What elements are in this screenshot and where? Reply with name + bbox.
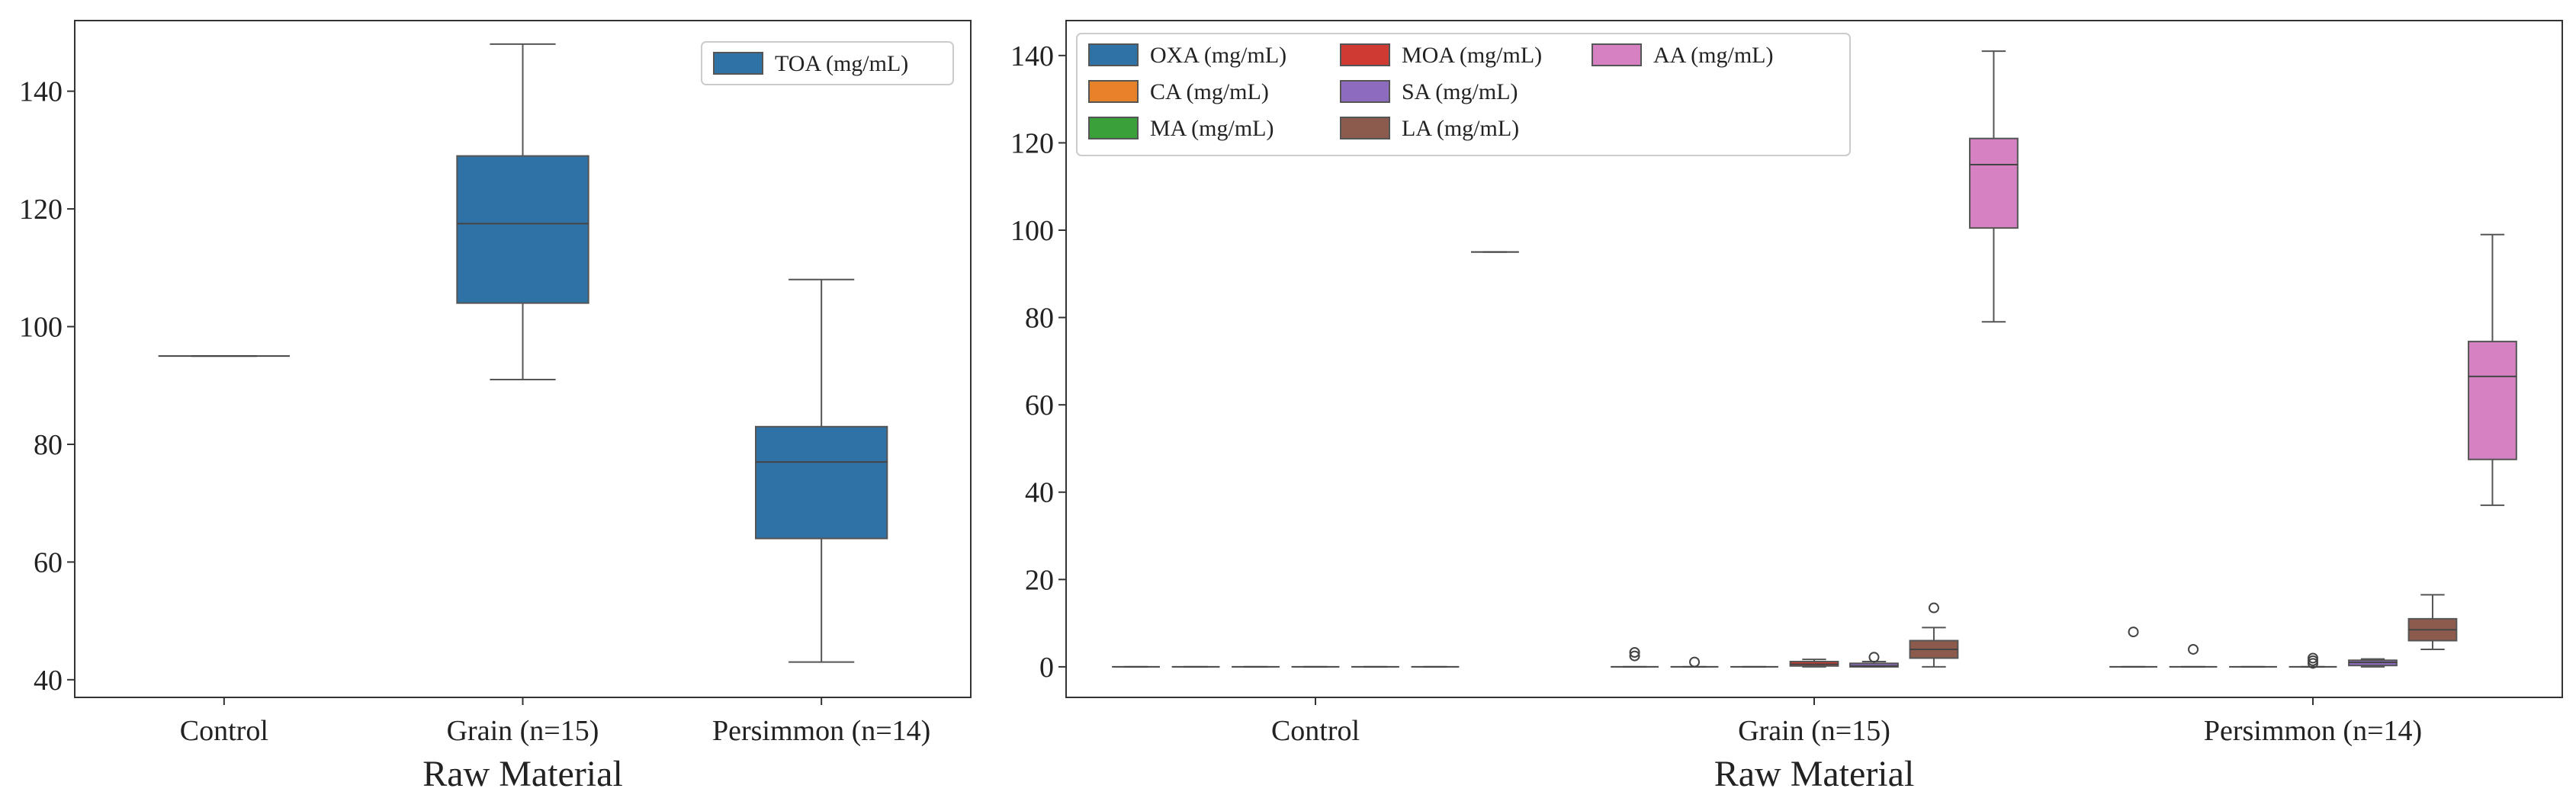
x-axis-label: Raw Material <box>422 754 623 794</box>
y-tick-label: 120 <box>1010 127 1054 159</box>
y-tick-label: 100 <box>1010 215 1054 247</box>
legend-label-ca-mg-ml: CA (mg/mL) <box>1150 79 1269 104</box>
y-tick-label: 60 <box>34 546 63 578</box>
y-tick-label: 40 <box>1025 477 1054 509</box>
y-tick-label: 20 <box>1025 564 1054 596</box>
box-aa-mg-ml-persimmon-n-14-body <box>2468 341 2517 460</box>
legend-frame <box>1076 33 1851 156</box>
legend-label-moa-mg-ml: MOA (mg/mL) <box>1402 43 1542 68</box>
box-toa-mg-ml-persimmon-n-14-body <box>755 425 888 540</box>
x-tick-label-grain-n-15: Grain (n=15) <box>447 715 599 747</box>
legend-swatch-ca-mg-ml <box>1088 80 1139 103</box>
y-tick-label: 40 <box>34 665 63 697</box>
box-moa-mg-ml-persimmon-n-14-outlier <box>2308 652 2318 664</box>
y-tick-label: 80 <box>34 429 63 461</box>
legend-label-toa-mg-ml: TOA (mg/mL) <box>775 51 908 76</box>
box-toa-mg-ml-grain-n-15-body <box>456 155 589 304</box>
box-oxa-mg-ml-grain-n-15-outlier <box>1629 646 1640 658</box>
y-tick-label: 100 <box>19 312 63 344</box>
legend-swatch-toa-mg-ml <box>713 52 763 75</box>
box-sa-mg-ml-grain-n-15-outlier <box>1868 652 1880 663</box>
box-aa-mg-ml-grain-n-15-body <box>1969 137 2019 229</box>
right-chart-panel: 0 20 40 60 80 100 120 140 Control Grain (n=15) Per… <box>1010 20 2563 794</box>
box-oxa-mg-ml-grain-n-15-outlier <box>1629 650 1640 662</box>
legend-label-ma-mg-ml: MA (mg/mL) <box>1150 116 1274 141</box>
box-oxa-mg-ml-persimmon-n-14-outlier <box>2128 627 2139 638</box>
box-sa-mg-ml-grain-n-15-body <box>1849 662 1899 668</box>
legend-swatch-aa-mg-ml <box>1592 43 1642 66</box>
y-tick-label: 0 <box>1039 652 1054 684</box>
left-chart-panel: 40 60 80 100 120 140 Control Grain (n=15) Persim… <box>19 20 972 794</box>
x-tick-label-grain-n-15: Grain (n=15) <box>1738 715 1890 747</box>
legend: OXA (mg/mL) CA (mg/mL) MA (mg/mL) MOA (mg/m… <box>1076 33 1851 156</box>
legend-swatch-ma-mg-ml <box>1088 117 1139 139</box>
legend-swatch-oxa-mg-ml <box>1088 43 1139 66</box>
x-tick-label-persimmon-n-14: Persimmon (n=14) <box>2204 715 2422 747</box>
legend-frame <box>701 41 954 85</box>
box-la-mg-ml-grain-n-15-outlier <box>1928 602 1939 614</box>
y-tick-label: 80 <box>1025 303 1054 335</box>
y-tick-label: 140 <box>19 76 63 108</box>
legend-label-aa-mg-ml: AA (mg/mL) <box>1653 43 1774 68</box>
x-tick-label-control: Control <box>1271 715 1360 747</box>
box-ca-mg-ml-persimmon-n-14-outlier <box>2188 643 2199 655</box>
legend-swatch-moa-mg-ml <box>1340 43 1390 66</box>
x-tick-label-persimmon-n-14: Persimmon (n=14) <box>712 715 930 747</box>
y-tick-label: 140 <box>1010 40 1054 72</box>
legend-label-la-mg-ml: LA (mg/mL) <box>1402 116 1519 141</box>
x-axis-label: Raw Material <box>1714 754 1915 794</box>
box-ca-mg-ml-grain-n-15-outlier <box>1689 656 1701 668</box>
y-tick-label: 60 <box>1025 389 1054 421</box>
legend-swatch-sa-mg-ml <box>1340 80 1390 103</box>
legend-swatch-la-mg-ml <box>1340 117 1390 139</box>
legend-label-oxa-mg-ml: OXA (mg/mL) <box>1150 43 1286 68</box>
x-tick-label-control: Control <box>180 715 268 747</box>
legend-label-sa-mg-ml: SA (mg/mL) <box>1402 79 1518 104</box>
legend: TOA (mg/mL) <box>701 41 954 85</box>
y-tick-label: 120 <box>19 194 63 226</box>
